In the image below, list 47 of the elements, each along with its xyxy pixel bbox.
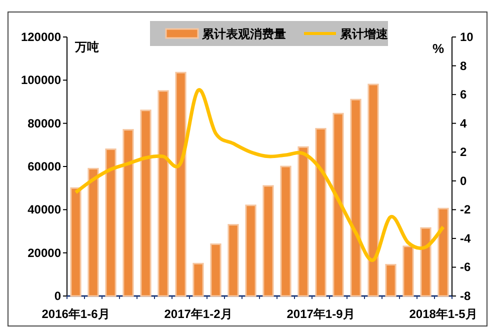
legend-label: 累计增速 — [339, 27, 389, 41]
x-tick-label: 2017年1-2月 — [164, 307, 232, 321]
bar — [350, 98, 362, 297]
legend-label: 累计表观消费量 — [201, 27, 286, 41]
bar — [158, 90, 169, 297]
y2-tick-label: 0 — [460, 174, 467, 188]
bar — [368, 84, 379, 297]
y-tick-label: 20000 — [28, 246, 62, 260]
bar — [420, 227, 432, 297]
bar — [70, 187, 82, 297]
bar — [228, 224, 239, 297]
bar — [105, 148, 116, 297]
y2-tick-label: 4 — [460, 116, 467, 130]
x-tick-label: 2017年1-9月 — [286, 307, 355, 321]
y-axis-title: 万吨 — [74, 40, 99, 54]
bar — [262, 185, 274, 297]
bar — [140, 110, 152, 297]
bar — [192, 262, 204, 297]
y-tick-label: 40000 — [28, 202, 62, 217]
x-tick-label: 2016年1-6月 — [42, 307, 110, 321]
y2-tick-label: 8 — [460, 58, 467, 73]
y2-tick-label: 6 — [460, 88, 467, 102]
bar — [175, 72, 186, 297]
y-tick-label: 60000 — [28, 160, 62, 174]
y2-tick-label: -4 — [460, 231, 471, 246]
bar — [210, 243, 222, 297]
bar — [385, 264, 396, 297]
bar — [280, 166, 292, 297]
y2-tick-label: 10 — [460, 30, 474, 44]
y-tick-label: 100000 — [20, 73, 62, 88]
y2-tick-label: -8 — [460, 289, 471, 303]
y2-tick-label: -2 — [460, 202, 471, 217]
x-tick-label: 2018年1-5月 — [409, 307, 478, 321]
y-tick-label: 80000 — [28, 116, 62, 130]
y-tick-label: 0 — [54, 289, 62, 303]
bar — [245, 204, 256, 297]
bar — [298, 146, 309, 297]
bar — [122, 129, 134, 297]
y2-axis-title: % — [432, 41, 444, 56]
bar — [315, 128, 326, 297]
bar — [88, 168, 99, 297]
y2-tick-label: 2 — [460, 145, 467, 160]
y-tick-label: 120000 — [20, 30, 62, 44]
bar — [438, 208, 449, 297]
bar — [402, 246, 414, 297]
bar — [332, 112, 344, 297]
y2-tick-label: -6 — [460, 260, 471, 274]
